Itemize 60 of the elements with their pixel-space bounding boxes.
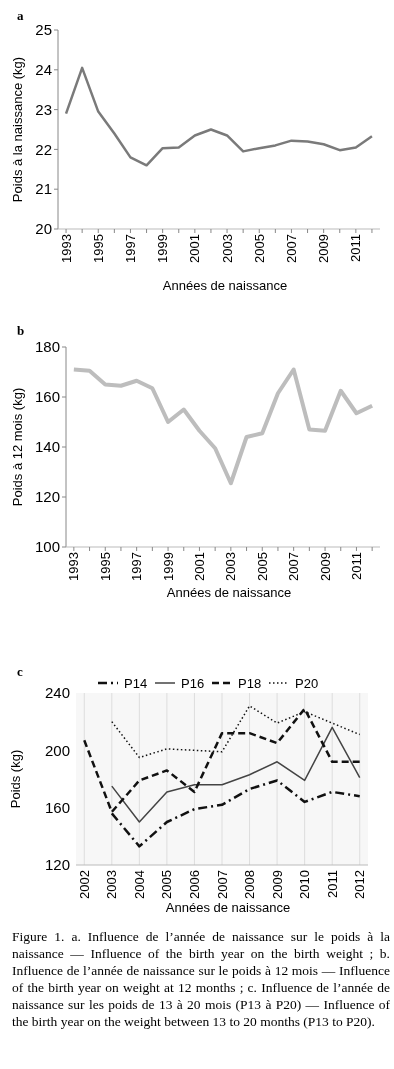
legend-label: P18 — [238, 675, 262, 691]
x-tick-label: 2011 — [349, 552, 364, 580]
x-axis-title: Années de naissance — [165, 900, 291, 915]
chart-title: a — [17, 8, 24, 23]
y-axis-title: Poids à la naissance (kg) — [10, 56, 25, 203]
x-tick-label: 1993 — [66, 552, 82, 581]
x-tick-label: 1995 — [97, 552, 113, 581]
y-tick-label: 160 — [34, 388, 60, 406]
x-tick-label: 2009 — [269, 870, 285, 899]
y-tick-label: 23 — [35, 100, 52, 118]
y-axis-title: Poids à 12 mois (kg) — [10, 387, 25, 507]
x-tick-label: 2004 — [131, 870, 147, 899]
y-tick-label: 140 — [34, 438, 60, 456]
x-tick-label: 2011 — [324, 870, 340, 898]
y-tick-label: 25 — [35, 21, 52, 39]
x-tick-label: 1999 — [160, 552, 176, 581]
x-tick-label: 1997 — [129, 552, 145, 581]
x-tick-label: 2001 — [192, 552, 207, 581]
x-tick-label: 2005 — [159, 870, 175, 899]
x-tick-label: 2006 — [187, 870, 202, 899]
legend-label: P20 — [295, 675, 319, 691]
y-tick-label: 100 — [34, 538, 60, 556]
x-tick-label: 2009 — [316, 234, 332, 263]
x-tick-label: 2003 — [104, 870, 120, 899]
x-tick-label: 2001 — [187, 234, 203, 263]
x-tick-label: 2012 — [352, 870, 368, 899]
x-tick-label: 2007 — [286, 552, 302, 581]
x-tick-label: 1999 — [155, 234, 171, 263]
y-tick-label: 120 — [34, 488, 60, 506]
y-tick-label: 160 — [44, 798, 70, 816]
chart-title: c — [17, 664, 23, 679]
x-tick-label: 2010 — [297, 870, 313, 899]
x-tick-label: 1997 — [123, 234, 138, 263]
y-tick-label: 180 — [34, 338, 60, 356]
y-tick-label: 21 — [35, 180, 52, 198]
x-tick-label: 2007 — [214, 870, 230, 899]
x-axis-title: Années de naissance — [166, 585, 292, 600]
x-tick-label: 2003 — [219, 234, 235, 263]
legend-label: P14 — [124, 675, 148, 691]
x-tick-label: 2005 — [251, 234, 267, 263]
x-tick-label: 2003 — [223, 552, 239, 581]
x-tick-label: 2011 — [348, 234, 364, 262]
x-tick-label: 2002 — [76, 870, 92, 899]
x-tick-label: 2005 — [254, 552, 270, 581]
caption: Figure 1. a. Influence de l’année de naissance sur le poids à la naissance — Influence of the birth year on the birth weight ; b. Influence de l’année de naissance sur le poids à 12 mois — Influence of the birth year on weight at 12 months ; c. Influence de l’année de naissance sur les poids de 13 à 20 mois (P13 à P20) — Influence of the birth year on the weight between 13 to 20 months (P13 to P20). — [12, 928, 390, 1030]
y-tick-label: 22 — [35, 140, 52, 158]
x-tick-label: 1993 — [58, 234, 74, 263]
y-tick-label: 240 — [44, 684, 70, 702]
legend-label: P16 — [181, 675, 205, 691]
x-tick-label: 2008 — [242, 870, 258, 899]
y-tick-label: 20 — [35, 220, 52, 238]
y-tick-label: 200 — [44, 741, 70, 759]
y-axis-title: Poids (kg) — [8, 749, 23, 809]
y-tick-label: 120 — [44, 856, 70, 874]
x-tick-label: 1995 — [90, 234, 106, 263]
x-axis-title: Années de naissance — [162, 278, 288, 293]
chart-title: b — [17, 323, 25, 338]
x-tick-label: 2009 — [317, 552, 333, 581]
y-tick-label: 24 — [35, 61, 52, 79]
x-tick-label: 2007 — [284, 234, 299, 263]
